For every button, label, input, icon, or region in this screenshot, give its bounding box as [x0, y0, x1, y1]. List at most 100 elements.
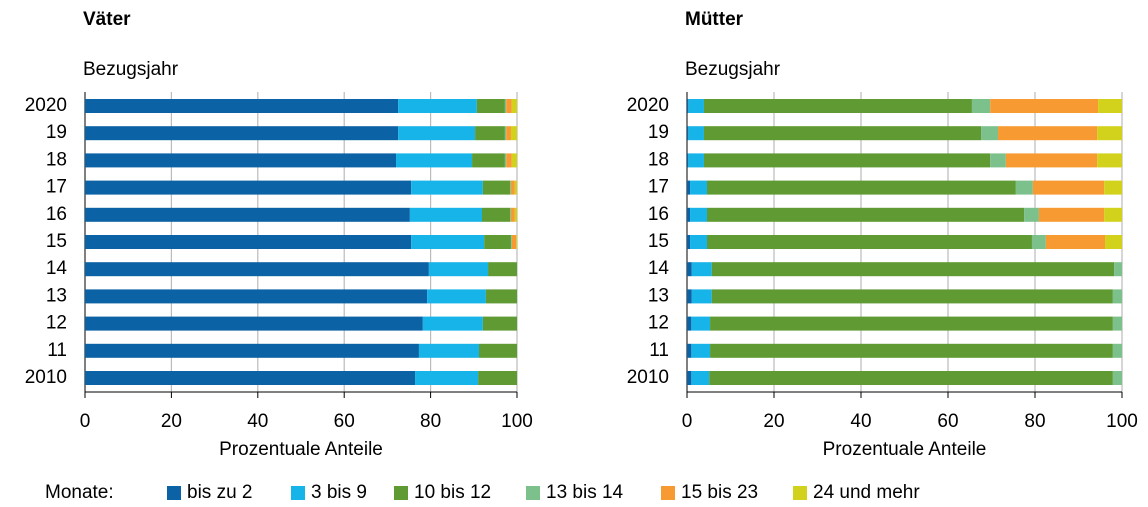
bar-segment — [1031, 235, 1046, 249]
bar-segment — [687, 371, 692, 385]
x-tick-label: 40 — [247, 411, 268, 432]
bar-segment — [504, 99, 507, 113]
bar-segment — [510, 180, 515, 195]
chart-title: Mütter — [685, 9, 744, 30]
subtitle: Bezugsjahr — [83, 59, 179, 80]
legend-swatch — [793, 486, 807, 500]
bar-segment — [85, 289, 428, 304]
y-tick-label: 18 — [648, 149, 669, 170]
bar-segment — [484, 235, 511, 249]
y-tick-label: 11 — [649, 340, 669, 361]
bar-segment — [478, 371, 517, 385]
bar-segment — [707, 207, 1025, 222]
x-tick-label: 60 — [937, 411, 958, 432]
bar-segment — [1097, 153, 1122, 168]
y-tick-label: 17 — [648, 177, 669, 198]
bar-segment — [1097, 126, 1122, 141]
bar-segment — [510, 207, 515, 222]
bar-segment — [85, 316, 423, 331]
bar-segment — [510, 235, 512, 249]
bar-segment — [1114, 262, 1122, 277]
bar-segment — [510, 126, 517, 141]
bar-segment — [990, 99, 1099, 113]
bar-segment — [1038, 207, 1105, 222]
bar-segment — [409, 207, 483, 222]
bar-segment — [1112, 343, 1122, 358]
bar-segment — [85, 207, 410, 222]
bar-segment — [998, 126, 1098, 141]
y-tick-label: 18 — [46, 149, 67, 170]
bar-segment — [506, 126, 511, 141]
bar-segment — [1005, 153, 1098, 168]
bar-segment — [422, 316, 483, 331]
bar-segment — [688, 153, 704, 168]
bar-segment — [482, 316, 517, 331]
bar-segment — [1045, 235, 1106, 249]
bar-segment — [1098, 99, 1122, 113]
subtitle: Bezugsjahr — [685, 59, 781, 80]
bar-segment — [85, 371, 416, 385]
legend-swatch — [291, 486, 305, 500]
bar-segment — [1112, 316, 1122, 331]
bar-segment — [691, 289, 712, 304]
bar-segment — [1024, 207, 1039, 222]
bar-segment — [690, 207, 708, 222]
bar-segment — [687, 180, 691, 195]
y-tick-label: 2010 — [627, 367, 669, 388]
bar-segment — [85, 262, 429, 277]
bar-segment — [485, 289, 517, 304]
bar-segment — [690, 180, 708, 195]
y-tick-label: 12 — [46, 313, 67, 334]
chart-title: Väter — [83, 9, 131, 30]
bar-segment — [990, 153, 1006, 168]
bar-segment — [516, 235, 517, 249]
y-tick-label: 19 — [648, 122, 669, 143]
bar-segment — [428, 262, 489, 277]
x-tick-label: 100 — [1106, 411, 1138, 432]
bar-segment — [85, 180, 412, 195]
y-tick-label: 11 — [47, 340, 67, 361]
bar-segment — [691, 262, 712, 277]
x-tick-label: 40 — [850, 411, 871, 432]
legend-label: 15 bis 23 — [681, 482, 758, 503]
bar-segment — [411, 235, 485, 249]
bar-segment — [687, 262, 692, 277]
bar-segment — [411, 180, 483, 195]
y-tick-label: 16 — [46, 204, 67, 225]
bar-segment — [1015, 180, 1033, 195]
bar-segment — [711, 289, 1113, 304]
bar-segment — [691, 343, 711, 358]
legend-label: 3 bis 9 — [311, 482, 367, 503]
legend-title: Monate: — [45, 482, 114, 503]
bar-segment — [688, 126, 704, 141]
bar-segment — [85, 235, 412, 249]
bar-segment — [506, 153, 512, 168]
bar-segment — [1104, 207, 1122, 222]
bar-segment — [981, 126, 999, 141]
bar-segment — [510, 180, 511, 195]
bar-segment — [488, 262, 517, 277]
bar-segment — [710, 343, 1113, 358]
y-tick-label: 14 — [648, 258, 670, 279]
y-tick-label: 12 — [648, 313, 669, 334]
bar-segment — [691, 316, 711, 331]
bar-segment — [687, 289, 692, 304]
bar-segment — [703, 126, 982, 141]
y-tick-label: 2020 — [25, 95, 67, 116]
y-tick-label: 15 — [46, 231, 67, 252]
bar-segment — [396, 153, 473, 168]
bar-segment — [482, 207, 511, 222]
x-axis-title: Prozentuale Anteile — [219, 439, 383, 460]
bar-segment — [504, 126, 507, 141]
bar-segment — [418, 343, 479, 358]
y-tick-label: 19 — [46, 122, 67, 143]
y-tick-label: 2010 — [25, 367, 67, 388]
y-tick-label: 13 — [46, 285, 67, 306]
bar-segment — [971, 99, 991, 113]
bar-segment — [690, 235, 708, 249]
bar-segment — [427, 289, 486, 304]
bar-segment — [478, 343, 517, 358]
bar-segment — [506, 99, 512, 113]
x-tick-label: 80 — [1024, 411, 1045, 432]
legend-label: 13 bis 14 — [546, 482, 624, 503]
